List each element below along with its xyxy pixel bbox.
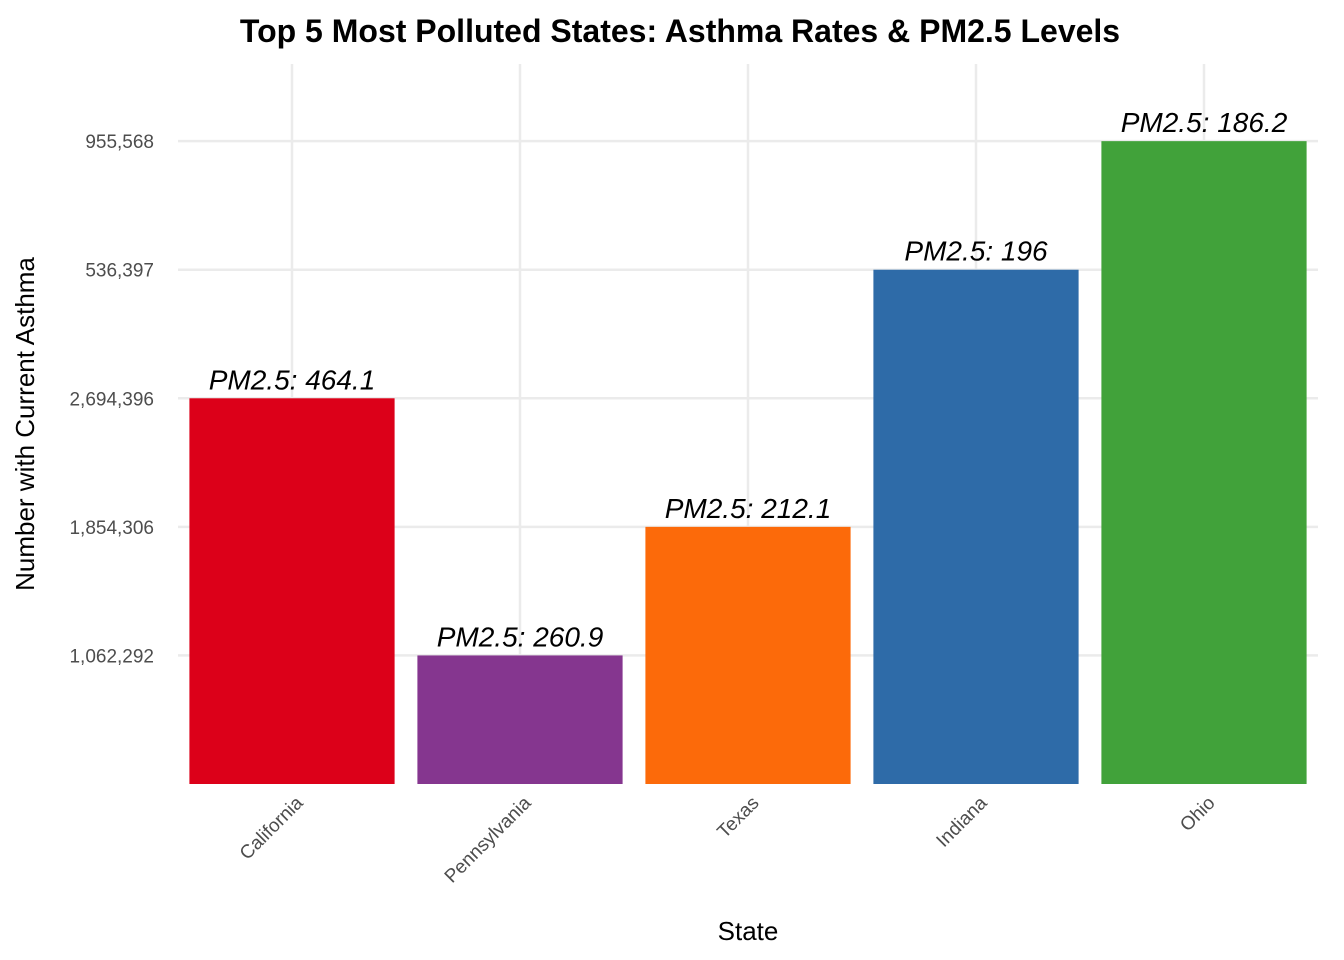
bar-ohio	[1101, 141, 1307, 785]
y-tick-label: 2,694,396	[69, 389, 154, 410]
bar-label: PM2.5: 464.1	[209, 364, 376, 395]
y-tick-label: 536,397	[85, 261, 154, 282]
y-axis-title: Number with Current Asthma	[10, 257, 40, 591]
bar-indiana	[873, 269, 1079, 784]
y-tick-label: 1,854,306	[69, 518, 154, 539]
bar-label: PM2.5: 212.1	[665, 493, 832, 524]
bar-california	[189, 398, 395, 784]
bar-label: PM2.5: 260.9	[437, 621, 604, 652]
bars-group	[189, 141, 1307, 785]
bar-texas	[645, 526, 851, 784]
bar-label: PM2.5: 186.2	[1121, 107, 1288, 138]
x-tick-label: Texas	[714, 793, 764, 843]
bar-pennsylvania	[417, 655, 623, 784]
x-tick-label: Pennsylvania	[441, 792, 536, 887]
x-tick-label: California	[236, 792, 308, 864]
x-tick-label: Ohio	[1176, 793, 1219, 836]
bar-labels-group: PM2.5: 464.1 PM2.5: 260.9 PM2.5: 212.1 PM2.…	[209, 107, 1288, 652]
chart-title: Top 5 Most Polluted States: Asthma Rates…	[240, 13, 1120, 49]
x-tick-label: Indiana	[933, 792, 992, 851]
y-tick-label: 955,568	[85, 132, 154, 153]
x-axis-title: State	[718, 916, 779, 946]
x-axis-tick-labels: California Pennsylvania Texas Indiana Ohio	[236, 792, 1220, 887]
y-axis-tick-labels: 1,062,292 1,854,306 2,694,396 536,397 955,56…	[69, 132, 154, 667]
bar-label: PM2.5: 196	[904, 236, 1048, 267]
y-tick-label: 1,062,292	[69, 646, 154, 667]
